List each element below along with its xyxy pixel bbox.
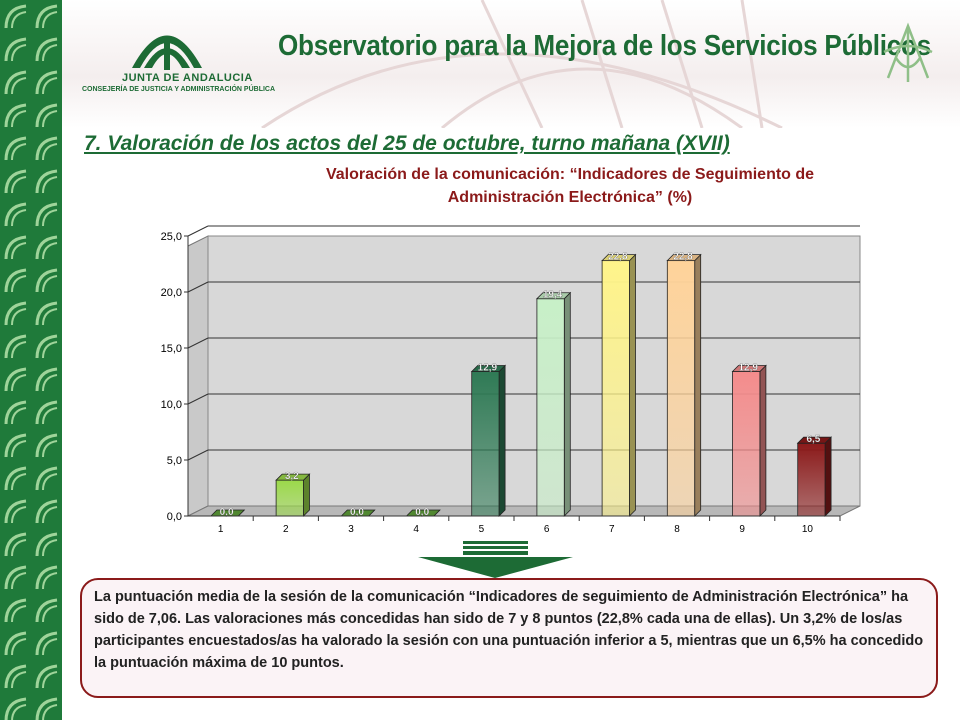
bar: 12,9 xyxy=(731,362,767,517)
x-tick-label: 5 xyxy=(479,524,485,535)
x-tick-label: 9 xyxy=(739,524,745,535)
bar-front xyxy=(797,442,826,517)
gridline-side xyxy=(187,449,209,461)
data-label: 0,0 xyxy=(350,507,364,518)
bar-side xyxy=(824,436,832,517)
header-decoration xyxy=(261,0,783,128)
bar-chart: 0,0 5,0 10,0 15,0 20,0 25,0 0,0 3,2 0,0 0,0 12,9 1… xyxy=(161,225,861,535)
x-tick-label: 6 xyxy=(544,524,550,535)
bar: 22,8 xyxy=(666,251,702,517)
y-tick-label: 5,0 xyxy=(167,455,182,467)
y-tick-label: 20,0 xyxy=(161,287,182,299)
y-tick-label: 25,0 xyxy=(161,231,182,243)
bar-front xyxy=(471,371,500,517)
data-label: 0,0 xyxy=(220,507,234,518)
data-label: 22,8 xyxy=(608,252,628,263)
y-tick-label: 15,0 xyxy=(161,343,182,355)
bar: 3,2 xyxy=(275,471,311,517)
bar-front xyxy=(275,479,304,517)
chart-subtitle: Valoración de la comunicación: “Indicado… xyxy=(200,163,940,209)
page-header-title: Observatorio para la Mejora de los Servi… xyxy=(278,30,931,62)
gridline-side xyxy=(187,225,209,237)
bar-top xyxy=(731,365,767,372)
x-tick-label: 10 xyxy=(802,524,814,535)
x-tick-label: 4 xyxy=(413,524,419,535)
bar-side xyxy=(498,364,506,517)
subtitle-line-1: Valoración de la comunicación: “Indicado… xyxy=(325,166,815,183)
bar-top xyxy=(796,436,833,444)
summary-box: La puntuación media de la sesión de la c… xyxy=(80,578,938,698)
data-label: 19,4 xyxy=(543,290,563,301)
decorative-left-band xyxy=(0,0,62,720)
data-label: 22,8 xyxy=(673,252,693,263)
bar: 22,8 xyxy=(601,251,637,517)
bar-top xyxy=(470,365,507,372)
header-banner xyxy=(62,0,960,128)
data-label: 12,9 xyxy=(738,363,758,374)
x-tick-label: 1 xyxy=(218,524,224,535)
x-tick-label: 3 xyxy=(348,524,354,535)
data-label: 12,9 xyxy=(478,363,498,374)
junta-andalucia-logo xyxy=(132,35,202,70)
bar-top xyxy=(275,473,311,481)
data-label: 0,0 xyxy=(415,507,429,518)
bar: 0,0 xyxy=(340,507,376,518)
observatorio-emblem xyxy=(883,22,933,82)
leaf-pattern xyxy=(0,0,62,720)
summary-text: La puntuación media de la sesión de la c… xyxy=(94,589,924,671)
bar: 6,5 xyxy=(796,434,833,517)
bar: 19,4 xyxy=(535,290,572,517)
gridline-side xyxy=(187,281,209,293)
bar-top xyxy=(666,254,702,262)
bar-top xyxy=(601,254,637,262)
bar-top xyxy=(535,292,572,300)
gridline-side xyxy=(187,337,209,349)
bar-front xyxy=(732,371,761,517)
data-label: 3,2 xyxy=(285,471,299,482)
y-tick-label: 10,0 xyxy=(161,399,182,411)
org-department: CONSEJERÍA DE JUSTICIA Y ADMINISTRACIÓN … xyxy=(82,86,276,93)
bar: 12,9 xyxy=(470,362,507,517)
data-label: 6,5 xyxy=(806,434,820,445)
bar-front xyxy=(536,298,565,517)
bar-side xyxy=(629,253,636,517)
bar-side xyxy=(759,364,767,517)
y-tick-label: 0,0 xyxy=(167,511,182,523)
down-arrow-icon xyxy=(418,541,573,578)
bar-front xyxy=(666,260,696,517)
org-name: JUNTA DE ANDALUCIA xyxy=(122,72,253,84)
bar-front xyxy=(601,260,630,517)
bar-side xyxy=(303,473,310,517)
section-title: 7. Valoración de los actos del 25 de oct… xyxy=(84,132,730,155)
chart-side-wall xyxy=(187,235,209,517)
subtitle-line-2: Administración Electrónica” (%) xyxy=(447,189,693,206)
x-tick-label: 7 xyxy=(609,524,615,535)
bar-side xyxy=(694,253,702,517)
x-tick-label: 8 xyxy=(674,524,680,535)
x-tick-label: 2 xyxy=(283,524,289,535)
bar-side xyxy=(563,291,571,517)
gridline-side xyxy=(187,393,209,405)
